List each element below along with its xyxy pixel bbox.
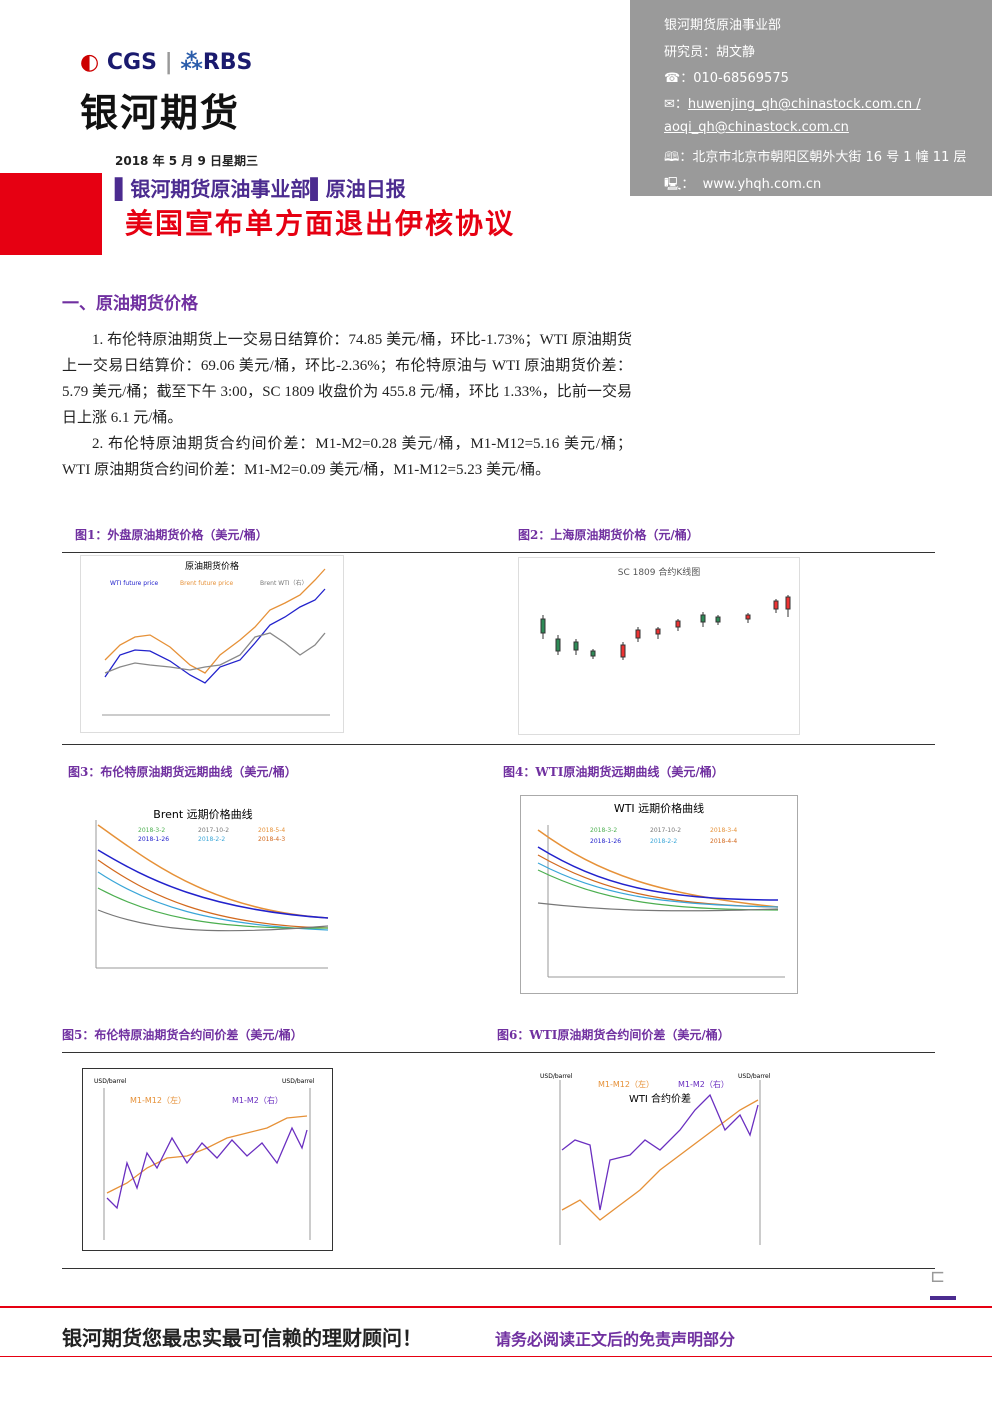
legend: Brent future price bbox=[180, 580, 233, 587]
legend: 2018-3-2 bbox=[590, 827, 617, 834]
logo: ◐ CGS | ⁂RBS bbox=[80, 50, 253, 75]
footer-rule bbox=[0, 1356, 992, 1357]
legend: 2018-5-4 bbox=[258, 827, 285, 834]
legend: M1-M12（左） bbox=[130, 1095, 186, 1105]
org: 银河期货原油事业部 bbox=[664, 18, 782, 33]
page-mark bbox=[930, 1296, 956, 1300]
page-corner: ⊏ bbox=[930, 1266, 946, 1287]
figure-image: USD/barrel USD/barrel M1-M12（左） M1-M2（右）… bbox=[540, 1073, 771, 1245]
rule bbox=[62, 1052, 935, 1053]
figure-caption: 图6：WTI原油期货合约间价差（美元/桶） bbox=[497, 1028, 730, 1042]
section-heading: 一、原油期货价格 bbox=[62, 294, 198, 314]
footer-slogan: 银河期货您最忠实最可信赖的理财顾问！ bbox=[62, 1326, 422, 1350]
figure-caption: 图4：WTI原油期货远期曲线（美元/桶） bbox=[503, 765, 724, 779]
contact-box bbox=[630, 0, 992, 196]
legend: 2018-3-4 bbox=[710, 827, 737, 834]
figure-image: WTI 远期价格曲线 2018-3-2 2017-10-2 2018-3-4 2… bbox=[520, 795, 798, 994]
chart-title: 原油期货价格 bbox=[185, 560, 239, 572]
website[interactable]: www.yhqh.com.cn bbox=[702, 177, 822, 192]
red-block bbox=[0, 173, 102, 255]
phone: 010-68569575 bbox=[693, 71, 789, 86]
legend: 2018-3-2 bbox=[138, 827, 165, 834]
figure-image: SC 1809 合约K线图 bbox=[518, 557, 800, 735]
rule bbox=[62, 552, 935, 553]
phone-row: ☎：010-68569575 bbox=[664, 71, 789, 86]
chart-title: Brent 远期价格曲线 bbox=[153, 807, 252, 821]
address: 北京市北京市朝阳区朝外大街 16 号 1 幢 11 层 bbox=[692, 150, 967, 165]
legend: 2018-1-26 bbox=[590, 838, 621, 845]
logo-rbs: RBS bbox=[202, 50, 253, 75]
rule bbox=[62, 744, 935, 745]
date: 2018 年 5 月 9 日星期三 bbox=[115, 154, 258, 168]
report-title: 美国宣布单方面退出伊核协议 bbox=[125, 207, 516, 240]
axis-unit: USD/barrel bbox=[540, 1073, 573, 1080]
legend: M1-M2（右） bbox=[232, 1095, 283, 1105]
chart-title: WTI 远期价格曲线 bbox=[614, 801, 704, 815]
figure-image: USD/barrel USD/barrel M1-M12（左） M1-M2（右） bbox=[82, 1068, 333, 1251]
axis-unit: USD/barrel bbox=[282, 1078, 315, 1085]
legend: M1-M12（左） bbox=[598, 1079, 654, 1089]
figure-image: 原油期货价格 WTI future price Brent future pri… bbox=[80, 555, 344, 733]
legend: M1-M2（右） bbox=[678, 1079, 729, 1089]
chart-title: SC 1809 合约K线图 bbox=[618, 566, 701, 578]
rule bbox=[62, 1268, 935, 1269]
legend: 2017-10-2 bbox=[650, 827, 681, 834]
axis-unit: USD/barrel bbox=[738, 1073, 771, 1080]
legend: 2018-4-4 bbox=[710, 838, 737, 845]
legend: WTI future price bbox=[110, 580, 159, 587]
department: ▌银河期货原油事业部▌原油日报 bbox=[115, 177, 406, 201]
figure-caption: 图1：外盘原油期货价格（美元/桶） bbox=[75, 528, 268, 542]
address-row: 🕮：北京市北京市朝阳区朝外大街 16 号 1 幢 11 层 bbox=[664, 150, 967, 165]
legend: Brent WTI（右） bbox=[260, 579, 308, 587]
legend: 2018-2-2 bbox=[198, 836, 225, 843]
email[interactable]: huwenjing_qh@chinastock.com.cn / bbox=[687, 97, 921, 112]
email-row: ✉：huwenjing_qh@chinastock.com.cn / bbox=[664, 97, 921, 112]
paragraph: 2. 布伦特原油期货合约间价差：M1-M2=0.28 美元/桶，M1-M12=5… bbox=[62, 436, 632, 478]
figure-caption: 图5：布伦特原油期货合约间价差（美元/桶） bbox=[62, 1028, 303, 1042]
company: 银河期货 bbox=[80, 91, 241, 135]
chart-title: WTI 合约价差 bbox=[629, 1092, 691, 1105]
footer-rule bbox=[0, 1306, 992, 1308]
paragraph: 1. 布伦特原油期货上一交易日结算价：74.85 美元/桶，环比-1.73%；W… bbox=[62, 332, 632, 426]
footer-disclaimer: 请务必阅读正文后的免责声明部分 bbox=[495, 1330, 736, 1349]
legend: 2017-10-2 bbox=[198, 827, 229, 834]
logo-cgs: CGS bbox=[106, 50, 157, 75]
researcher: 研究员：胡文静 bbox=[664, 45, 756, 60]
legend: 2018-2-2 bbox=[650, 838, 677, 845]
axis-unit: USD/barrel bbox=[94, 1078, 127, 1085]
email[interactable]: aoqi_qh@chinastock.com.cn bbox=[664, 120, 849, 135]
figure-caption: 图3：布伦特原油期货远期曲线（美元/桶） bbox=[68, 765, 297, 779]
legend: 2018-4-3 bbox=[258, 836, 285, 843]
website-row: 🖳： www.yhqh.com.cn bbox=[664, 177, 822, 192]
figure-caption: 图2：上海原油期货价格（元/桶） bbox=[518, 528, 699, 542]
figure-image: Brent 远期价格曲线 2018-3-2 2017-10-2 2018-5-4… bbox=[95, 807, 329, 969]
legend: 2018-1-26 bbox=[138, 836, 169, 843]
